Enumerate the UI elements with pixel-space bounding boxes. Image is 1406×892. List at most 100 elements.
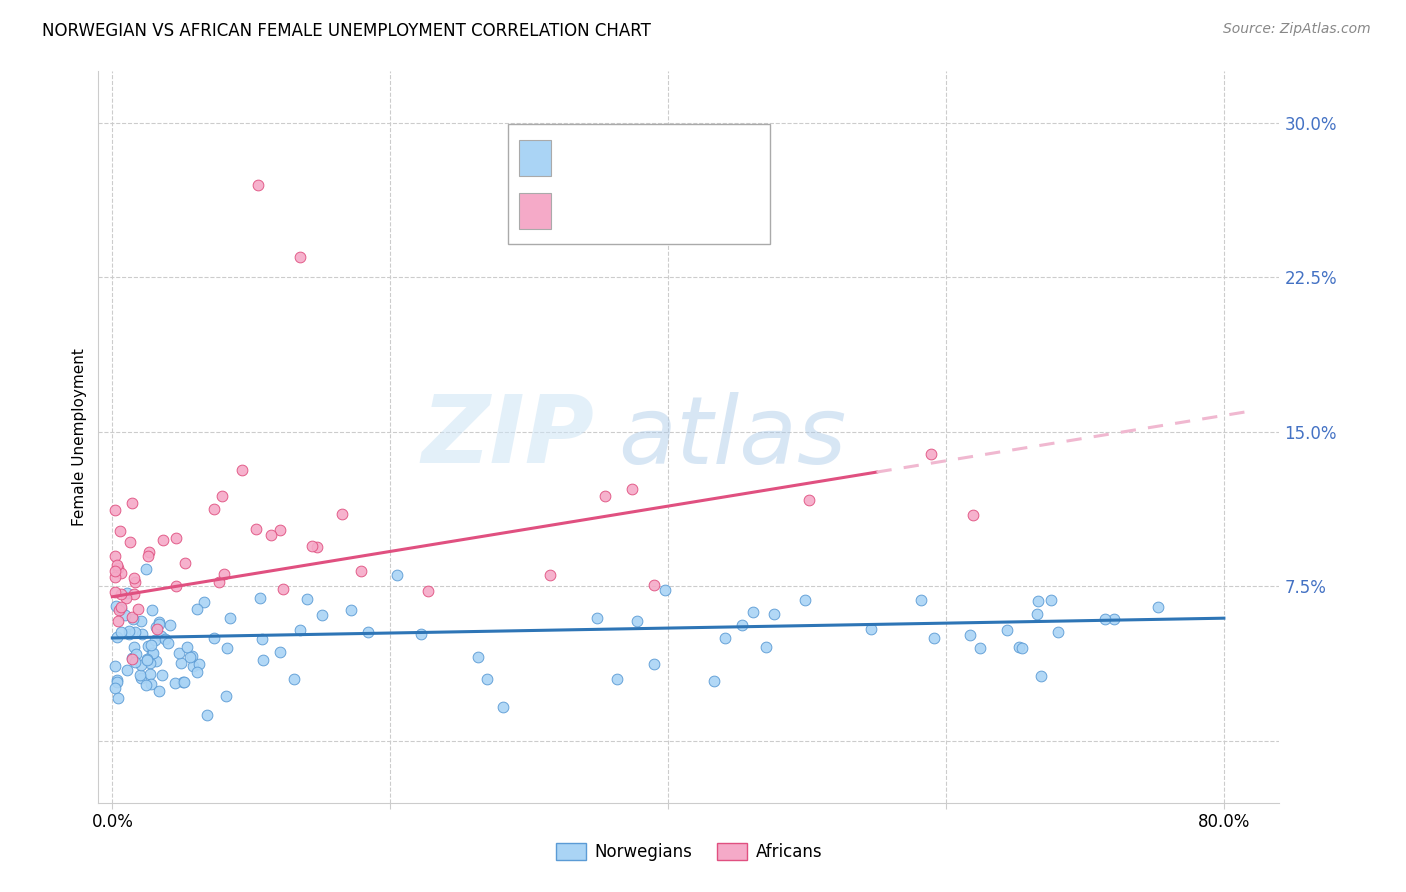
Point [195,708,218,723]
Point [924,631,946,645]
Point [247,178,270,192]
Point [135,562,157,576]
Point [104,584,127,599]
Point [124,655,146,669]
Point [357,624,380,639]
Point [128,668,150,682]
Point [108,524,131,538]
Point [271,582,294,596]
Point [252,632,274,646]
Point [115,586,138,600]
Point [110,587,132,601]
Point [643,657,665,671]
Point [152,533,174,548]
Text: atlas: atlas [619,392,846,483]
Point [121,651,143,665]
Point [595,489,617,503]
Point [122,640,145,654]
Point [141,603,163,617]
Point [148,616,170,631]
Point [118,627,141,641]
Point [139,656,162,670]
Point [245,523,267,537]
Point [703,674,725,689]
Point [799,493,821,508]
Point [115,591,138,605]
Point [124,624,146,639]
Point [208,574,231,589]
Point [585,611,607,625]
Point [307,540,329,554]
Point [138,549,160,563]
Point [859,622,882,636]
Point [138,545,160,559]
Point [129,614,152,628]
Point [269,523,291,537]
Point [110,566,132,581]
Point [107,561,129,575]
Point [231,463,253,477]
Point [1026,607,1049,622]
Point [117,664,139,678]
Point [643,578,665,592]
Point [1011,640,1033,655]
Point [124,574,146,589]
Point [179,650,201,665]
Point [105,673,128,687]
Point [1040,593,1063,607]
Point [104,503,127,517]
Point [104,564,127,578]
Point [654,582,676,597]
Point [131,671,153,685]
Point [159,618,181,632]
Point [1104,611,1126,625]
Point [283,672,305,686]
Point [135,652,157,666]
Point [763,607,786,621]
Point [212,566,235,581]
Point [166,531,188,545]
Text: NORWEGIAN VS AFRICAN FEMALE UNEMPLOYMENT CORRELATION CHART: NORWEGIAN VS AFRICAN FEMALE UNEMPLOYMENT… [42,22,651,40]
Point [202,502,225,516]
Point [165,579,187,593]
Point [910,593,932,607]
Point [626,614,648,628]
Point [139,676,162,690]
Point [110,624,132,639]
Point [135,678,157,692]
Legend: Norwegians, Africans: Norwegians, Africans [550,836,828,868]
Point [145,654,167,668]
Point [492,700,515,714]
Text: 0.195: 0.195 [603,202,654,219]
Point [1147,599,1170,614]
Point [217,641,239,656]
Point [920,447,942,461]
Point [186,665,208,679]
Point [104,659,127,673]
Point [962,508,984,522]
Point [249,591,271,605]
Point [127,602,149,616]
Point [114,608,136,623]
Point [311,608,333,623]
Point [105,558,128,572]
Point [105,675,128,690]
Text: 0.079: 0.079 [603,149,654,167]
Point [155,632,177,646]
Point [288,250,311,264]
Point [969,641,991,656]
Point [157,636,180,650]
Point [143,633,166,648]
Point [150,668,173,682]
Point [301,539,323,553]
Point [104,599,127,613]
Point [142,647,165,661]
Point [145,622,167,636]
Point [131,626,153,640]
Point [121,610,143,624]
Point [188,657,211,671]
Point [467,650,489,665]
Point [714,631,737,645]
Point [110,600,132,615]
Point [959,627,981,641]
